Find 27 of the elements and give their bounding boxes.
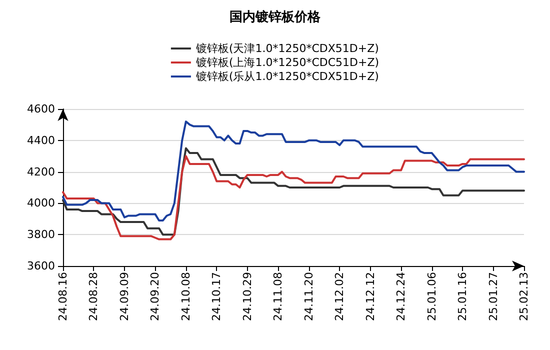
y-tick-label: 4400 (27, 134, 55, 147)
chart-title: 国内镀锌板价格 (230, 9, 322, 25)
line-series (62, 120, 525, 222)
y-tick-label: 3600 (27, 260, 55, 272)
x-tick-label: 24.10.17 (210, 272, 224, 321)
x-tick-label: 24.09.20 (148, 272, 162, 321)
x-tick-label: 25.02.13 (518, 272, 530, 321)
x-tick-label: 24.11.08 (272, 272, 285, 321)
x-tick-label: 25.01.16 (456, 272, 470, 321)
x-tick-label: 24.08.28 (87, 272, 100, 321)
x-tick-label: 25.01.06 (425, 272, 438, 321)
x-tick-label: 25.01.27 (486, 272, 500, 321)
legend-label: 镀锌板(天津1.0*1250*CDX51D+Z) (194, 42, 379, 55)
x-tick-label: 24.11.20 (302, 272, 316, 321)
x-tick-label: 24.12.12 (364, 272, 377, 321)
x-tick-label: 24.10.29 (240, 272, 254, 321)
x-tick-label: 24.12.24 (394, 272, 408, 321)
y-tick-label: 4600 (27, 102, 55, 116)
x-tick-label: 24.09.09 (118, 272, 131, 321)
x-tick-label: 24.12.02 (333, 272, 346, 321)
y-tick-label: 4000 (27, 196, 55, 210)
legend-label: 镀锌板(上海1.0*1250*CDC51D+Z) (194, 56, 380, 69)
x-tick-label: 24.08.16 (56, 272, 70, 321)
y-tick-label: 3800 (27, 228, 55, 242)
y-tick-label: 4200 (27, 165, 55, 178)
x-tick-label: 24.10.08 (179, 272, 192, 321)
legend-label: 镀锌板(乐从1.0*1250*CDX51D+Z) (194, 70, 379, 83)
